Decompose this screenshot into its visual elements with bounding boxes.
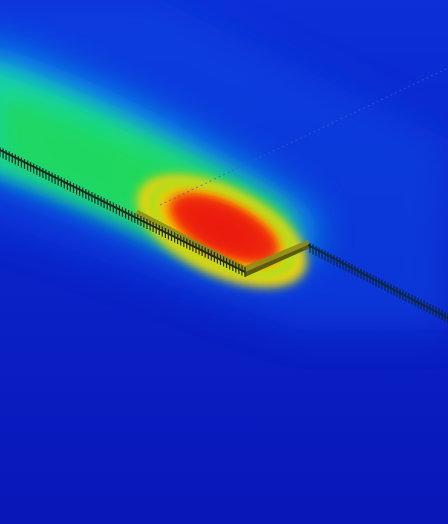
plate-edge — [135, 210, 310, 272]
left-trace-teeth — [0, 147, 246, 277]
right-trace-teeth — [309, 243, 448, 323]
dotted-guide-line — [159, 67, 448, 206]
hotspot-core — [171, 194, 279, 262]
plate-front-face — [245, 244, 310, 277]
